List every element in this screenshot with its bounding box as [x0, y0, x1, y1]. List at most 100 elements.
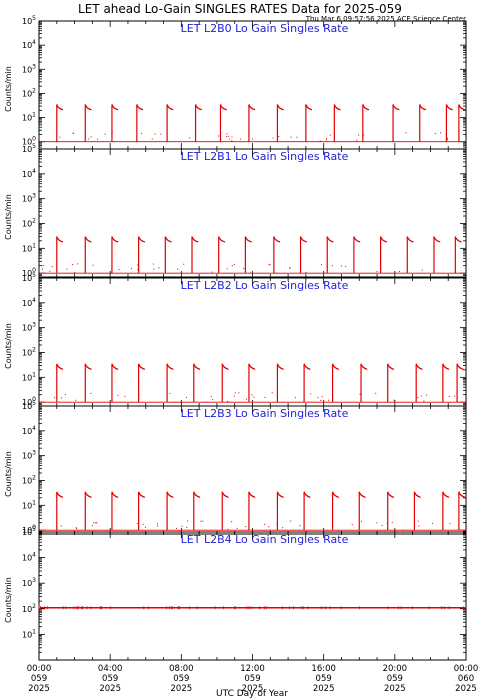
- burst-decay: [56, 491, 64, 498]
- noise-point: [189, 137, 191, 139]
- burst-decay: [193, 363, 201, 370]
- noise-point: [227, 528, 229, 530]
- burst-decay: [415, 363, 423, 370]
- noise-point: [376, 271, 378, 273]
- burst-decay: [433, 236, 441, 243]
- noise-point: [359, 393, 361, 395]
- burst-decay: [56, 104, 64, 111]
- noise-point: [236, 527, 238, 529]
- noise-point: [329, 134, 331, 136]
- x-tick-label-time: 12:00: [240, 664, 265, 674]
- burst-decay: [84, 363, 92, 370]
- panel-frame: [38, 531, 467, 661]
- noise-point: [434, 133, 436, 135]
- noise-point: [272, 137, 274, 139]
- burst-decay: [387, 491, 395, 498]
- burst-decay: [111, 104, 119, 111]
- panel-frame: [38, 277, 467, 407]
- burst-decay: [221, 363, 229, 370]
- y-axis-label: Counts/min: [4, 66, 13, 112]
- burst-decay: [166, 363, 174, 370]
- x-axis-label: UTC Day of Year: [216, 689, 288, 699]
- panel-frame: [38, 148, 467, 278]
- noise-point: [177, 268, 179, 270]
- noise-point: [417, 520, 419, 522]
- noise-point: [137, 264, 139, 266]
- noise-point: [173, 401, 175, 403]
- y-tick-label: 103: [22, 63, 36, 74]
- noise-point: [447, 139, 449, 141]
- panel-3: LET L2B3 Lo Gain Singles Rate Counts/min 1…: [4, 400, 467, 535]
- noise-point: [249, 272, 251, 274]
- y-axis-label: Counts/min: [4, 194, 13, 240]
- noise-point: [153, 268, 155, 270]
- noise-point: [251, 138, 253, 140]
- noise-point: [61, 397, 63, 399]
- noise-point: [75, 527, 77, 529]
- x-tick-label-year: 2025: [384, 684, 406, 694]
- y-tick-label: 104: [22, 39, 36, 50]
- noise-point: [226, 133, 228, 135]
- panel-frame: [38, 20, 467, 150]
- burst-decay: [136, 104, 144, 111]
- y-tick-label: 100: [22, 524, 36, 535]
- noise-point: [305, 271, 307, 273]
- y-tick-label: 101: [22, 371, 36, 382]
- noise-point: [154, 133, 156, 135]
- noise-point: [109, 273, 111, 275]
- burst-decay: [454, 236, 462, 243]
- y-axis-label: Counts/min: [4, 323, 13, 369]
- noise-point: [325, 139, 327, 141]
- noise-point: [180, 401, 182, 403]
- noise-point: [97, 138, 99, 140]
- panel-title: LET L2B1 Lo Gain Singles Rate: [181, 150, 349, 163]
- x-tick-label-time: 00:00: [454, 664, 479, 674]
- noise-point: [169, 392, 171, 394]
- burst-decay: [221, 491, 229, 498]
- noise-point: [345, 265, 347, 267]
- noise-point: [360, 520, 362, 522]
- burst-decay: [458, 491, 466, 498]
- noise-point: [243, 267, 245, 269]
- panel-0: LET L2B0 Lo Gain Singles Rate Counts/min 1…: [4, 15, 467, 150]
- y-tick-label: 105: [22, 15, 36, 26]
- noise-point: [77, 263, 79, 265]
- noise-point: [402, 529, 404, 531]
- burst-decay: [406, 236, 414, 243]
- burst-decay: [303, 491, 311, 498]
- noise-point: [152, 263, 154, 265]
- noise-point: [234, 392, 236, 394]
- burst-decay: [219, 104, 227, 111]
- burst-decay: [326, 236, 334, 243]
- noise-point: [289, 267, 291, 269]
- noise-point: [91, 525, 93, 527]
- noise-point: [90, 392, 92, 394]
- noise-point: [393, 399, 395, 401]
- burst-decay: [276, 104, 284, 111]
- noise-point: [420, 395, 422, 397]
- y-tick-label: 101: [22, 628, 36, 639]
- noise-point: [290, 136, 292, 138]
- burst-decay: [138, 363, 146, 370]
- noise-point: [239, 138, 241, 140]
- x-tick-label-doy: 059: [316, 674, 332, 684]
- noise-point: [391, 522, 393, 524]
- noise-point: [104, 133, 106, 135]
- burst-decay: [56, 363, 64, 370]
- noise-point: [156, 525, 158, 527]
- noise-point: [186, 526, 188, 528]
- burst-decay: [276, 491, 284, 498]
- noise-point: [75, 399, 77, 401]
- noise-point: [229, 138, 231, 140]
- noise-point: [124, 395, 126, 397]
- noise-point: [331, 265, 333, 267]
- burst-decay: [358, 491, 366, 498]
- noise-point: [319, 140, 321, 142]
- panel-4: LET L2B4 Lo Gain Singles Rate Counts/min 1…: [4, 526, 467, 661]
- noise-point: [144, 526, 146, 528]
- x-tick-label-year: 2025: [242, 684, 264, 694]
- burst-decay: [458, 104, 466, 111]
- burst-decay: [299, 236, 307, 243]
- noise-point: [231, 136, 233, 138]
- y-tick-label: 104: [22, 168, 36, 179]
